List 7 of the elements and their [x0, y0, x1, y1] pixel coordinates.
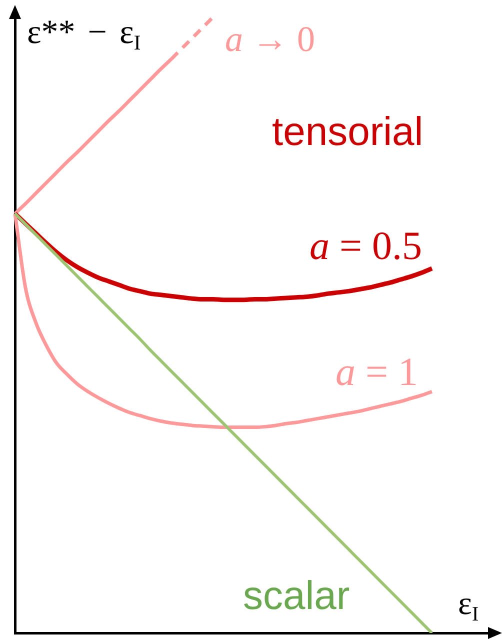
series-label: scalar: [243, 574, 350, 618]
y-axis-title: ε** − ε$_{I}$: [27, 14, 141, 55]
series-label: a = 1: [335, 349, 418, 394]
annotation: tensorial: [272, 110, 424, 154]
series-label: a = 0.5: [309, 223, 422, 268]
series-label: a → 0: [225, 19, 315, 59]
x-axis-title: ε$_{I}$: [458, 586, 479, 626]
